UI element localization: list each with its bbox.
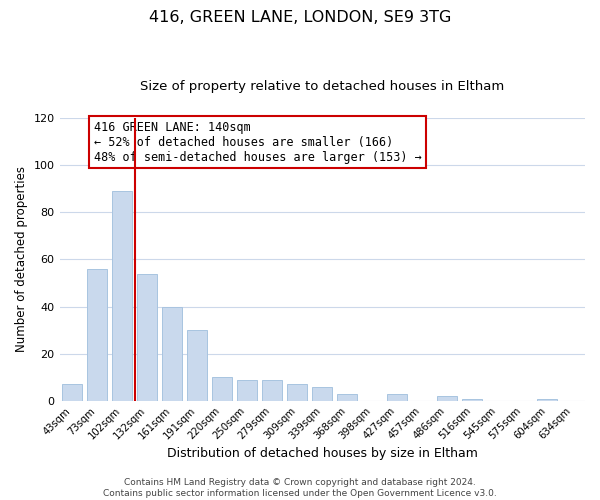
Bar [437, 396, 457, 401]
Bar [137, 274, 157, 401]
X-axis label: Distribution of detached houses by size in Eltham: Distribution of detached houses by size … [167, 447, 478, 460]
Bar [212, 378, 232, 401]
Y-axis label: Number of detached properties: Number of detached properties [15, 166, 28, 352]
Text: 416, GREEN LANE, LONDON, SE9 3TG: 416, GREEN LANE, LONDON, SE9 3TG [149, 10, 451, 25]
Bar [463, 398, 482, 401]
Bar [337, 394, 358, 401]
Bar [87, 269, 107, 401]
Bar [237, 380, 257, 401]
Bar [112, 191, 132, 401]
Bar [287, 384, 307, 401]
Bar [388, 394, 407, 401]
Bar [162, 306, 182, 401]
Text: Contains HM Land Registry data © Crown copyright and database right 2024.
Contai: Contains HM Land Registry data © Crown c… [103, 478, 497, 498]
Bar [538, 398, 557, 401]
Bar [262, 380, 282, 401]
Text: 416 GREEN LANE: 140sqm
← 52% of detached houses are smaller (166)
48% of semi-de: 416 GREEN LANE: 140sqm ← 52% of detached… [94, 120, 421, 164]
Bar [62, 384, 82, 401]
Title: Size of property relative to detached houses in Eltham: Size of property relative to detached ho… [140, 80, 505, 93]
Bar [187, 330, 207, 401]
Bar [312, 387, 332, 401]
